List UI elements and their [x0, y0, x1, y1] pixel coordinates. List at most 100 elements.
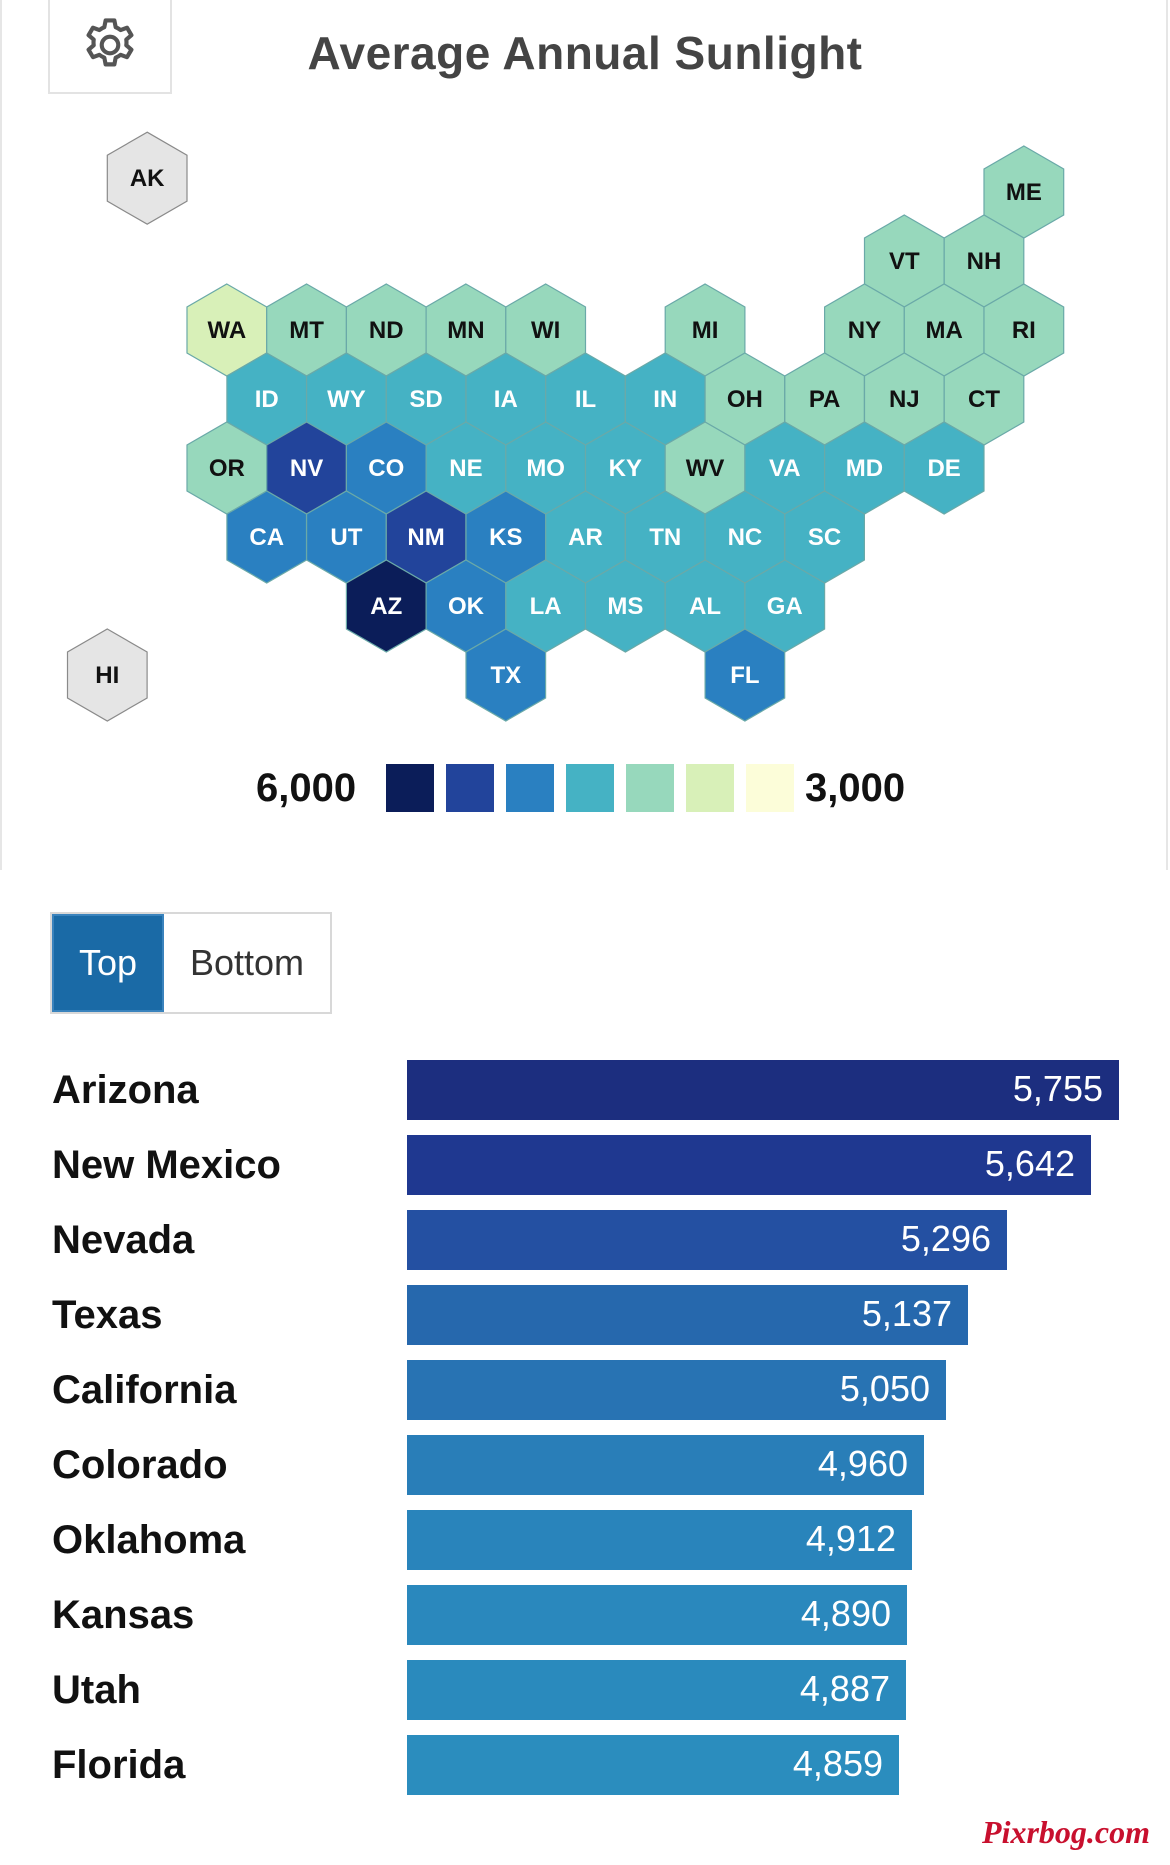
- top-button[interactable]: Top: [52, 914, 164, 1012]
- state-label: MA: [925, 317, 962, 344]
- state-hex-ok[interactable]: OK: [425, 559, 507, 653]
- state-hex-ca[interactable]: CA: [226, 490, 308, 584]
- legend-max-label: 6,000: [256, 766, 357, 810]
- bar-category-label: Utah: [52, 1668, 141, 1712]
- state-hex-mi[interactable]: MI: [664, 283, 746, 377]
- state-label: HI: [95, 662, 119, 689]
- state-hex-tx[interactable]: TX: [465, 628, 547, 722]
- state-hex-nc[interactable]: NC: [704, 490, 786, 584]
- state-label: CT: [968, 386, 1000, 413]
- state-label: SC: [808, 524, 841, 551]
- bar-value-label: 4,912: [805, 1518, 896, 1559]
- state-hex-ky[interactable]: KY: [584, 421, 666, 515]
- state-label: FL: [730, 662, 759, 689]
- legend-min-label: 3,000: [805, 766, 906, 810]
- state-hex-mo[interactable]: MO: [505, 421, 587, 515]
- state-hex-sd[interactable]: SD: [385, 352, 467, 446]
- state-hex-hi[interactable]: HI: [66, 628, 148, 722]
- bar: 5,137: [407, 1285, 968, 1345]
- state-hex-or[interactable]: OR: [186, 421, 268, 515]
- state-hex-nh[interactable]: NH: [943, 214, 1025, 308]
- state-label: ND: [369, 317, 404, 344]
- state-label: SD: [409, 386, 442, 413]
- left-edge: [0, 0, 2, 870]
- state-label: AZ: [370, 593, 402, 620]
- state-hex-oh[interactable]: OH: [704, 352, 786, 446]
- state-label: RI: [1012, 317, 1036, 344]
- bar-row: Utah 4,887: [0, 1660, 1170, 1720]
- state-hex-mt[interactable]: MT: [266, 283, 347, 377]
- legend-swatch-5: [626, 764, 674, 812]
- state-hex-ne[interactable]: NE: [425, 421, 507, 515]
- bar: 4,960: [407, 1435, 924, 1495]
- state-label: NH: [967, 248, 1002, 275]
- state-label: WI: [531, 317, 560, 344]
- page-title: Average Annual Sunlight: [307, 27, 863, 79]
- state-hex-fl[interactable]: FL: [704, 628, 786, 722]
- state-hex-co[interactable]: CO: [345, 421, 427, 515]
- state-label: ID: [255, 386, 279, 413]
- bar-value-label: 5,755: [1012, 1068, 1103, 1109]
- bar-category-label: California: [52, 1368, 237, 1412]
- state-label: GA: [767, 593, 803, 620]
- state-label: OH: [727, 386, 763, 413]
- bar-row: Arizona 5,755: [0, 1060, 1170, 1120]
- bar-value-label: 5,137: [861, 1293, 952, 1334]
- state-label: WV: [686, 455, 725, 482]
- bar-row: California 5,050: [0, 1360, 1170, 1420]
- state-hex-wv[interactable]: WV: [664, 421, 746, 515]
- bar-row: Oklahoma 4,912: [0, 1510, 1170, 1570]
- state-hex-wa[interactable]: WA: [186, 283, 268, 377]
- state-hex-az[interactable]: AZ: [345, 559, 427, 653]
- bar-row: Florida 4,859: [0, 1735, 1170, 1795]
- state-hex-ms[interactable]: MS: [584, 559, 666, 653]
- state-label: KY: [609, 455, 642, 482]
- bar-category-label: Florida: [52, 1743, 186, 1787]
- bar-value-label: 4,960: [817, 1443, 908, 1484]
- state-label: AK: [130, 165, 165, 192]
- bar-category-label: Arizona: [52, 1068, 199, 1112]
- bar: 5,755: [407, 1060, 1119, 1120]
- legend-swatch-1: [386, 764, 434, 812]
- settings-button[interactable]: [48, 0, 172, 94]
- state-hex-ar[interactable]: AR: [545, 490, 626, 584]
- state-label: IN: [653, 386, 677, 413]
- state-label: VA: [769, 455, 801, 482]
- state-hex-ga[interactable]: GA: [744, 559, 826, 653]
- state-hex-de[interactable]: DE: [903, 421, 985, 515]
- bar-category-label: Oklahoma: [52, 1518, 246, 1562]
- bar-value-label: 5,050: [839, 1368, 930, 1409]
- top-bottom-toggle: Top Bottom: [50, 912, 332, 1014]
- bar: 5,642: [407, 1135, 1091, 1195]
- bottom-button[interactable]: Bottom: [164, 914, 330, 1012]
- state-label: CO: [368, 455, 404, 482]
- state-label: WY: [327, 386, 366, 413]
- bar-row: Nevada 5,296: [0, 1210, 1170, 1270]
- state-label: PA: [809, 386, 841, 413]
- state-hex-shape: [66, 628, 148, 722]
- state-hex-ks[interactable]: KS: [465, 490, 547, 584]
- bar-row: Colorado 4,960: [0, 1435, 1170, 1495]
- bar-row: New Mexico 5,642: [0, 1135, 1170, 1195]
- state-hex-wi[interactable]: WI: [505, 283, 587, 377]
- state-label: TN: [649, 524, 681, 551]
- state-hex-shape: [704, 628, 786, 722]
- state-label: MO: [526, 455, 565, 482]
- state-label: NV: [290, 455, 323, 482]
- state-label: ME: [1006, 179, 1042, 206]
- bar-category-label: Kansas: [52, 1593, 195, 1637]
- bar-value-label: 4,859: [792, 1743, 883, 1784]
- legend-swatch-3: [506, 764, 554, 812]
- state-hex-ri[interactable]: RI: [983, 283, 1065, 377]
- state-hex-ak[interactable]: AK: [106, 131, 188, 225]
- state-hex-shape: [903, 421, 985, 515]
- state-label: IL: [575, 386, 596, 413]
- state-label: KS: [489, 524, 522, 551]
- state-hex-ma[interactable]: MA: [903, 283, 985, 377]
- state-label: TX: [490, 662, 521, 689]
- state-hex-sc[interactable]: SC: [784, 490, 866, 584]
- bar-category-label: New Mexico: [52, 1143, 281, 1187]
- bar: 4,912: [407, 1510, 912, 1570]
- bar: 5,050: [407, 1360, 946, 1420]
- legend-swatch-6: [686, 764, 734, 812]
